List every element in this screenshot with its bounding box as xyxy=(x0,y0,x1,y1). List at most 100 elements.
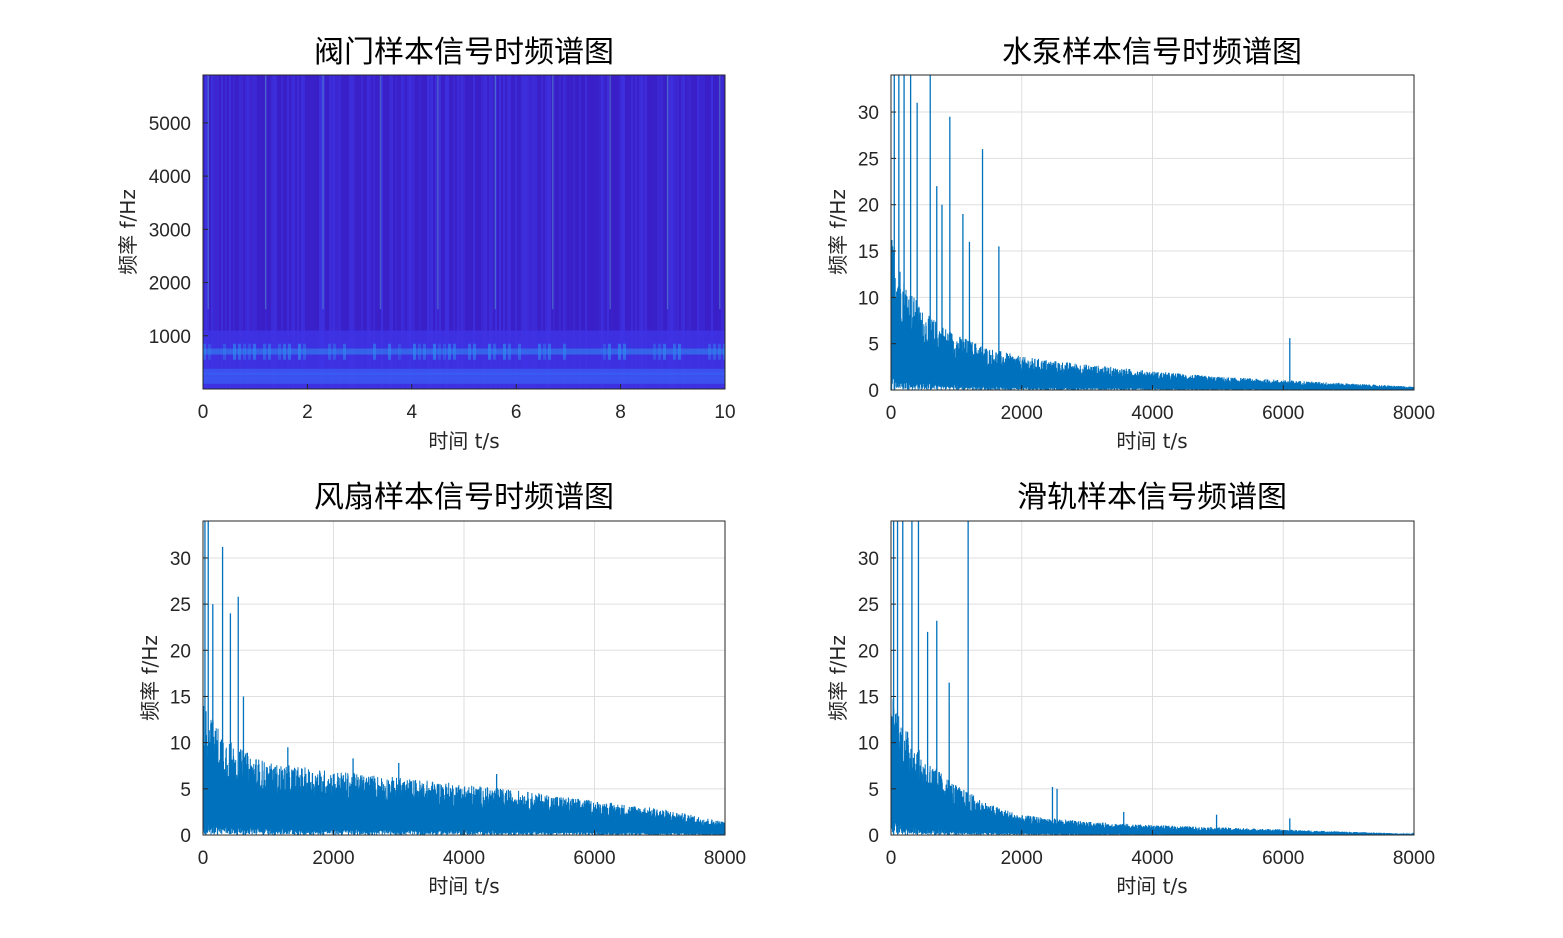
y-tick-label: 30 xyxy=(858,103,879,124)
heatmap-column xyxy=(219,75,221,389)
heatmap-column xyxy=(473,75,475,389)
heatmap-column xyxy=(423,75,425,389)
heatmap-column xyxy=(439,75,441,389)
heatmap-energy-cell xyxy=(238,343,241,360)
plot-area xyxy=(890,74,1415,391)
heatmap-low-band xyxy=(203,330,725,389)
heatmap-column xyxy=(411,75,413,389)
heatmap-column xyxy=(607,75,609,389)
heatmap-column xyxy=(585,75,587,389)
heatmap-column xyxy=(639,75,641,389)
heatmap-energy-cell xyxy=(493,343,496,360)
x-tick-label: 0 xyxy=(198,402,209,423)
heatmap-column xyxy=(697,75,699,389)
y-axis-label: 频率 f/Hz xyxy=(138,635,162,721)
heatmap-column xyxy=(703,75,705,389)
heatmap-column xyxy=(305,75,307,389)
heatmap-column xyxy=(381,75,383,389)
heatmap-column xyxy=(335,75,337,389)
heatmap-column xyxy=(209,75,211,389)
heatmap-column xyxy=(517,75,519,389)
heatmap-energy-cell xyxy=(713,343,716,360)
heatmap-column xyxy=(399,75,401,389)
heatmap-column xyxy=(495,75,497,389)
heatmap-column xyxy=(581,75,583,389)
heatmap-column xyxy=(317,75,319,389)
heatmap-column xyxy=(433,75,435,389)
y-tick-label: 0 xyxy=(868,381,879,402)
y-tick-label: 0 xyxy=(180,826,191,847)
heatmap-column xyxy=(307,75,309,389)
heatmap-column xyxy=(687,75,689,389)
heatmap-energy-cell xyxy=(413,343,416,360)
heatmap-column xyxy=(229,75,231,389)
x-tick-label: 4 xyxy=(407,402,418,423)
y-tick-label: 15 xyxy=(858,687,879,708)
heatmap-column xyxy=(347,75,349,389)
heatmap-column xyxy=(323,75,325,389)
heatmap-energy-cell xyxy=(538,343,541,360)
heatmap-column xyxy=(243,75,245,389)
heatmap-energy-cell xyxy=(203,343,206,360)
heatmap-column xyxy=(221,75,223,389)
heatmap-column xyxy=(427,75,429,389)
heatmap-column xyxy=(669,75,671,389)
heatmap-column xyxy=(415,75,417,389)
x-axis-label: 时间 t/s xyxy=(1116,874,1187,898)
heatmap-column xyxy=(261,75,263,389)
heatmap-column xyxy=(555,75,557,389)
heatmap-column xyxy=(545,75,547,389)
heatmap-column xyxy=(551,75,553,389)
heatmap-column xyxy=(271,75,273,389)
heatmap-column xyxy=(661,75,663,389)
x-tick-label: 4000 xyxy=(1131,848,1173,869)
heatmap-column xyxy=(485,75,487,389)
heatmap-column xyxy=(393,75,395,389)
heatmap-energy-cell xyxy=(548,343,551,360)
heatmap-column xyxy=(493,75,495,389)
heatmap-column xyxy=(553,75,555,389)
heatmap-column xyxy=(679,75,681,389)
heatmap-column xyxy=(577,75,579,389)
heatmap-energy-cell xyxy=(248,343,251,360)
heatmap-energy-cell xyxy=(298,343,301,360)
heatmap-energy-cell xyxy=(223,343,226,360)
heatmap-column xyxy=(543,75,545,389)
heatmap-column xyxy=(413,75,415,389)
heatmap-column xyxy=(303,75,305,389)
heatmap-column xyxy=(363,75,365,389)
heatmap-column xyxy=(291,75,293,389)
heatmap-column xyxy=(337,75,339,389)
y-tick-label: 3000 xyxy=(149,220,191,241)
heatmap-column xyxy=(269,75,271,389)
heatmap-energy-cell xyxy=(328,343,331,360)
heatmap-column xyxy=(301,75,303,389)
heatmap-column xyxy=(511,75,513,389)
heatmap-column xyxy=(391,75,393,389)
heatmap-column xyxy=(325,75,327,389)
y-tick-label: 5 xyxy=(868,780,879,801)
x-tick-label: 2000 xyxy=(312,848,354,869)
heatmap-column xyxy=(409,75,411,389)
x-tick-label: 8000 xyxy=(704,848,746,869)
heatmap-column xyxy=(571,75,573,389)
heatmap-energy-cell xyxy=(208,343,211,360)
heatmap-column xyxy=(643,75,645,389)
heatmap-column xyxy=(631,75,633,389)
heatmap-energy-cell xyxy=(563,343,566,360)
heatmap-column xyxy=(515,75,517,389)
heatmap-column xyxy=(329,75,331,389)
y-tick-label: 30 xyxy=(858,549,879,570)
panel-valve-spectrogram: 阀门样本信号时频谱图 0 2 4 6 8 10 1000 2000 3000 4000 5000 时… xyxy=(116,35,736,453)
heatmap-column xyxy=(287,75,289,389)
heatmap-column xyxy=(647,75,649,389)
heatmap-column xyxy=(227,75,229,389)
heatmap-column xyxy=(719,75,721,389)
heatmap-energy-cell xyxy=(708,343,711,360)
heatmap-column xyxy=(633,75,635,389)
x-tick-label: 2000 xyxy=(1001,848,1043,869)
x-axis-label: 时间 t/s xyxy=(1116,429,1187,453)
heatmap-column xyxy=(311,75,313,389)
heatmap-column xyxy=(405,75,407,389)
y-tick-label: 5 xyxy=(180,780,191,801)
